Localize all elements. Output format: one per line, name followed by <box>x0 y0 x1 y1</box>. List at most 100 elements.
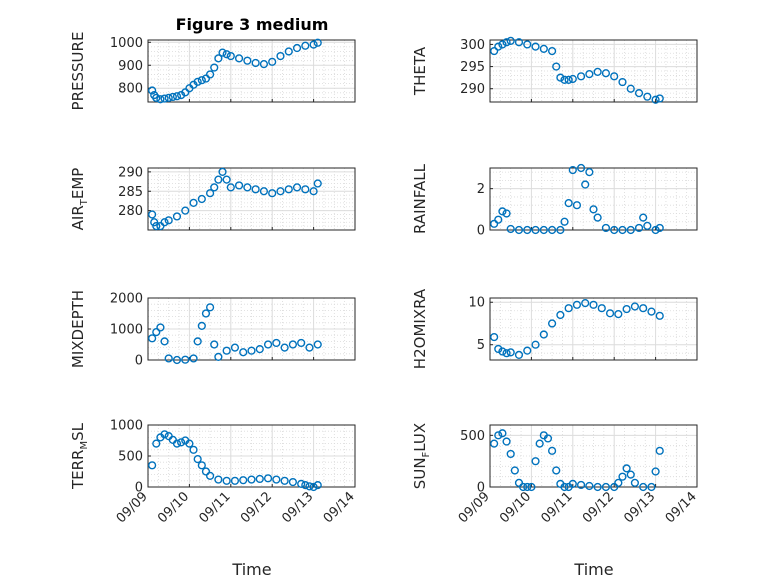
data-point <box>189 198 198 207</box>
data-point <box>585 481 594 491</box>
data-point <box>160 430 169 439</box>
data-point <box>560 482 569 492</box>
x-tick-label: 09/09 <box>114 489 151 526</box>
data-point <box>552 62 561 71</box>
y-tick-label: 10 <box>468 296 485 311</box>
data-point <box>301 481 310 490</box>
data-point <box>502 437 511 446</box>
data-point <box>305 482 314 491</box>
data-point <box>214 54 223 63</box>
data-point <box>206 471 215 480</box>
data-point <box>193 337 202 346</box>
data-point <box>292 43 302 53</box>
subplot-8: 0 500 09/09 09/10 09/11 09/12 09/13 09/14 SUNFLU… <box>411 423 700 527</box>
data-point <box>535 439 544 448</box>
data-point <box>622 464 631 473</box>
subplot-5: 0 1000 2000 MIXDEPTH <box>69 290 356 369</box>
data-point <box>214 175 223 184</box>
data-point <box>572 300 582 309</box>
data-point <box>197 321 206 331</box>
data-point <box>490 219 499 228</box>
data-point <box>247 346 256 355</box>
data-point <box>593 482 602 492</box>
data-point <box>618 77 627 87</box>
y-tick-label: 0 <box>477 481 485 496</box>
data-point <box>498 207 507 216</box>
y-axis-label: RAINFALL <box>411 163 429 234</box>
data-point <box>152 439 161 448</box>
x-axis-label-left: Time <box>231 560 271 579</box>
data-point <box>498 347 507 356</box>
data-point <box>201 467 211 476</box>
data-point <box>185 439 194 448</box>
data-point <box>301 185 310 194</box>
data-point <box>539 44 548 53</box>
data-point <box>226 51 235 61</box>
data-point <box>494 215 503 224</box>
y-tick-label: 500 <box>118 450 143 465</box>
data-point <box>581 180 590 189</box>
x-axis-label-right: Time <box>573 560 613 579</box>
y-tick-label: 2 <box>477 182 485 197</box>
data-point <box>523 482 532 492</box>
data-point <box>181 206 190 215</box>
y-axis-label: PRESSURE <box>69 32 87 111</box>
y-tick-label: 1000 <box>110 419 143 434</box>
data-point <box>498 429 507 438</box>
data-point <box>618 225 627 235</box>
data-point <box>593 67 602 76</box>
data-point <box>601 69 611 78</box>
data-point <box>239 348 248 357</box>
data-point <box>601 223 611 233</box>
data-point <box>218 167 227 176</box>
y-axis-label: TERRMSL <box>69 422 90 490</box>
data-point <box>506 449 515 459</box>
data-point <box>643 92 652 101</box>
data-point <box>160 337 169 346</box>
data-point <box>222 50 231 59</box>
data-point <box>581 298 590 308</box>
data-point <box>564 199 573 208</box>
data-point <box>259 187 269 196</box>
data-point <box>519 482 528 492</box>
y-axis-label: AIRTEMP <box>69 168 90 231</box>
x-tick-label: 09/11 <box>197 489 234 526</box>
data-point <box>152 222 161 231</box>
data-point <box>610 482 619 492</box>
data-point <box>514 225 524 235</box>
figure-title: Figure 3 medium <box>176 15 329 34</box>
data-point <box>297 338 306 348</box>
y-axis-label: THETA <box>411 46 429 96</box>
data-point <box>234 54 244 63</box>
x-tick-label: 09/10 <box>497 489 534 526</box>
data-point <box>197 461 206 470</box>
data-point <box>585 69 594 79</box>
data-point <box>164 354 173 363</box>
subplot-2: 290 295 300 THETA <box>411 36 698 104</box>
axes-box <box>489 424 698 488</box>
data-point <box>201 74 211 83</box>
data-point <box>626 225 635 235</box>
data-point <box>539 225 548 235</box>
data-point <box>206 70 215 79</box>
data-point <box>547 225 557 235</box>
data-point <box>655 311 664 320</box>
data-point <box>547 46 557 56</box>
y-axis-label: MIXDEPTH <box>69 290 87 368</box>
data-point <box>647 482 656 492</box>
data-point <box>284 47 293 56</box>
data-point <box>647 307 656 316</box>
subplot-4: 0 2 RAINFALL <box>411 163 698 239</box>
data-point <box>610 225 619 235</box>
x-tick-label: 09/13 <box>621 489 658 526</box>
data-point <box>243 183 252 192</box>
y-tick-label: 800 <box>118 82 143 97</box>
data-point <box>626 84 635 93</box>
data-point <box>552 466 561 475</box>
data-point <box>506 36 515 45</box>
data-point <box>494 344 503 354</box>
data-point <box>234 181 244 190</box>
data-point <box>251 185 260 194</box>
